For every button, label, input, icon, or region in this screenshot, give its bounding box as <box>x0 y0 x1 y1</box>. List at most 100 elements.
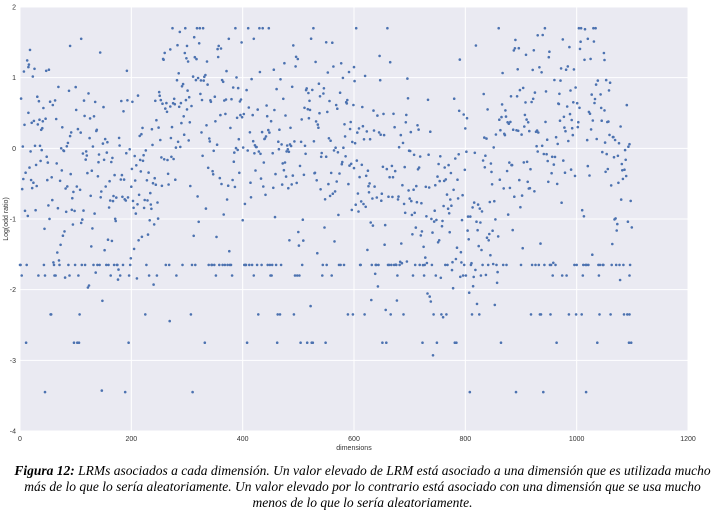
scatter-point <box>182 133 186 136</box>
scatter-point <box>141 159 145 163</box>
scatter-point <box>89 194 92 198</box>
scatter-point <box>152 223 156 226</box>
scatter-point <box>255 263 259 267</box>
x-tick-labels: 0 200 400 600 800 1000 1200 <box>18 436 696 443</box>
scatter-point <box>430 217 433 221</box>
scatter-point <box>261 26 265 30</box>
scatter-point <box>183 51 187 55</box>
scatter-point <box>373 185 376 188</box>
scatter-point <box>440 313 443 316</box>
scatter-point <box>114 219 117 223</box>
scatter-point <box>535 129 539 132</box>
scatter-point <box>400 261 404 265</box>
scatter-point <box>490 170 493 174</box>
scatter-point <box>591 119 595 122</box>
scatter-point <box>213 263 216 267</box>
scatter-point <box>153 176 156 180</box>
scatter-point <box>195 26 199 30</box>
scatter-point <box>136 94 140 97</box>
scatter-point <box>332 65 335 68</box>
scatter-point <box>272 186 275 190</box>
scatter-point <box>466 229 469 232</box>
scatter-point <box>127 274 131 277</box>
scatter-point <box>444 178 448 181</box>
scatter-point <box>155 118 158 122</box>
scatter-point <box>321 263 325 267</box>
scatter-point <box>516 129 520 133</box>
scatter-point <box>580 208 584 212</box>
scatter-point <box>312 26 315 30</box>
scatter-point <box>526 180 529 184</box>
scatter-point <box>65 145 69 148</box>
scatter-point <box>81 218 84 221</box>
scatter-point <box>248 131 252 134</box>
scatter-point <box>280 183 284 186</box>
scatter-point <box>286 148 290 151</box>
scatter-point <box>150 207 153 211</box>
scatter-point <box>177 72 180 75</box>
scatter-point <box>445 193 449 196</box>
scatter-point <box>399 133 403 137</box>
scatter-point <box>395 299 399 302</box>
scatter-point <box>452 97 456 100</box>
scatter-point <box>418 155 422 158</box>
scatter-point <box>301 218 305 221</box>
scatter-point <box>520 133 523 136</box>
scatter-point <box>200 98 204 102</box>
scatter-point <box>483 136 486 139</box>
scatter-point <box>252 274 256 277</box>
scatter-point <box>138 134 141 138</box>
scatter-point <box>412 153 416 157</box>
scatter-point <box>401 183 404 187</box>
scatter-point <box>547 180 550 184</box>
scatter-point <box>118 274 122 277</box>
scatter-point <box>319 188 322 191</box>
scatter-point <box>93 100 97 104</box>
scatter-point <box>511 128 515 131</box>
scatter-point <box>298 164 302 168</box>
scatter-point <box>587 263 590 267</box>
scatter-point <box>279 78 282 81</box>
scatter-point <box>203 341 207 345</box>
scatter-point <box>209 100 213 104</box>
scatter-point <box>614 217 617 220</box>
scatter-point <box>208 137 211 140</box>
scatter-point <box>548 50 551 53</box>
scatter-point <box>250 263 254 267</box>
scatter-point <box>68 44 72 48</box>
y-tick-label: -1 <box>10 217 16 224</box>
scatter-point <box>199 79 203 82</box>
scatter-point <box>494 218 497 221</box>
scatter-point <box>321 274 324 277</box>
scatter-point <box>93 212 96 215</box>
scatter-point <box>53 99 57 102</box>
scatter-point <box>284 114 287 117</box>
scatter-point <box>356 192 360 195</box>
scatter-point <box>477 244 481 248</box>
scatter-point <box>83 114 86 118</box>
scatter-point <box>429 300 433 303</box>
x-axis-label: dimensions <box>336 445 372 452</box>
scatter-point <box>192 35 196 39</box>
scatter-point <box>179 101 183 105</box>
scatter-point <box>530 263 534 267</box>
scatter-point <box>393 169 397 173</box>
scatter-point <box>471 284 475 288</box>
scatter-point <box>333 240 336 243</box>
scatter-point <box>577 26 581 30</box>
scatter-point <box>222 213 225 216</box>
scatter-point <box>388 175 391 179</box>
scatter-point <box>353 141 357 145</box>
scatter-point <box>58 263 61 267</box>
scatter-point <box>339 62 343 65</box>
scatter-point <box>205 60 209 63</box>
scatter-point <box>543 263 546 267</box>
scatter-point <box>105 151 109 154</box>
scatter-point <box>177 105 181 109</box>
scatter-point <box>251 139 255 143</box>
scatter-point <box>338 91 342 94</box>
scatter-point <box>533 190 536 193</box>
scatter-point <box>420 201 423 205</box>
scatter-point <box>593 101 596 105</box>
scatter-point <box>121 195 124 199</box>
